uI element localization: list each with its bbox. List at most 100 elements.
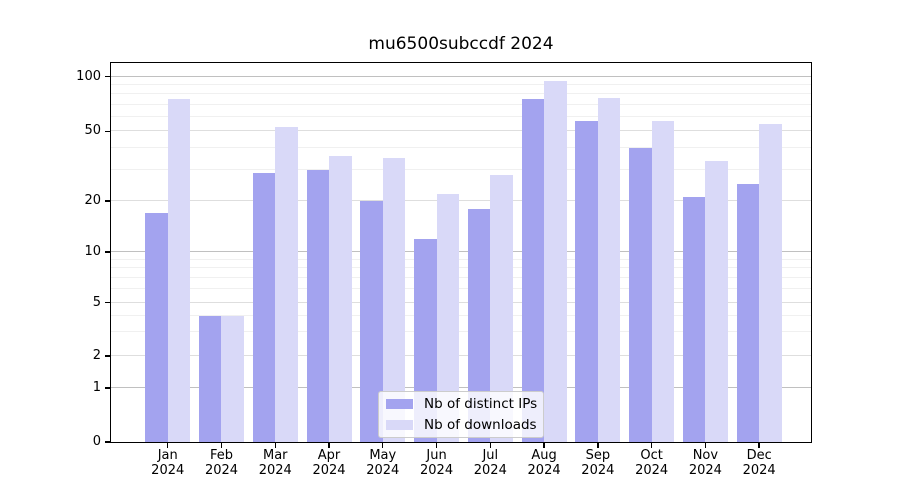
x-tick-mark [274, 443, 276, 449]
gridline-minor [111, 314, 811, 316]
x-tick-month: Dec [746, 448, 772, 463]
y-tick-mark [104, 301, 110, 304]
x-tick-year: 2024 [366, 463, 400, 478]
bar-distinct-ips [252, 172, 276, 442]
bar-downloads [705, 160, 728, 442]
x-tick-month: Aug [531, 448, 557, 463]
x-tick-mark [220, 443, 223, 449]
x-tick-label: Apr 2024 [297, 448, 361, 478]
x-tick-label: Oct 2024 [620, 448, 684, 478]
x-tick-mark [543, 443, 545, 449]
legend-label: Nb of downloads [424, 417, 537, 433]
y-tick-label: 20 [84, 193, 101, 209]
gridline-minor [111, 169, 811, 171]
y-tick-mark [104, 355, 110, 357]
y-tick-label: 50 [84, 123, 101, 139]
bar-distinct-ips [521, 99, 545, 442]
x-tick-month: Jul [482, 448, 499, 463]
y-tick-label: 0 [92, 434, 101, 449]
gridline-minor [111, 267, 811, 269]
gridline-minor [111, 331, 811, 333]
legend-swatch-distinct-ips [386, 399, 413, 409]
x-tick-mark [650, 443, 653, 449]
x-tick-year: 2024 [742, 463, 776, 478]
bar-distinct-ips [575, 120, 598, 442]
gridline-minor [111, 258, 811, 260]
x-tick-label: Mar 2024 [243, 448, 307, 478]
y-tick-mark [104, 441, 110, 443]
bar-downloads [436, 193, 460, 442]
x-tick-mark [597, 443, 599, 449]
x-tick-month: Sep [585, 448, 611, 463]
gridline-minor [111, 276, 811, 278]
x-tick-year: 2024 [204, 463, 239, 478]
gridline-minor [111, 103, 811, 105]
bar-downloads [759, 123, 782, 442]
bar-distinct-ips [360, 201, 383, 442]
bar-distinct-ips [467, 208, 491, 442]
bar-downloads [167, 99, 191, 442]
legend-label: Nb of distinct IPs [424, 396, 538, 412]
bar-distinct-ips [306, 170, 330, 442]
bar-downloads [597, 98, 621, 442]
legend-swatch-downloads [386, 420, 413, 430]
gridline-decade [111, 387, 811, 389]
x-tick-month: Apr [317, 448, 341, 463]
x-tick-label: Dec 2024 [727, 448, 791, 478]
x-tick-label: Aug 2024 [512, 448, 576, 478]
y-tick-mark [104, 200, 110, 202]
bar-downloads [651, 120, 675, 442]
bar-downloads [544, 80, 567, 442]
gridline-major [111, 130, 811, 132]
x-tick-label: Jun 2024 [405, 448, 469, 478]
gridline-major [111, 301, 811, 303]
x-tick-year: 2024 [473, 463, 507, 478]
x-tick-month: Jun [426, 448, 447, 463]
y-tick-mark [104, 130, 110, 132]
plot-area: 0 1 2 5 10 20 50 100 Jan 2024 Feb 2024 Mar 2024 Apr 202… [76, 62, 812, 478]
x-tick-label: Jul 2024 [458, 448, 522, 478]
x-tick-label: Feb 2024 [189, 448, 253, 478]
x-tick-year: 2024 [258, 463, 292, 478]
x-tick-year: 2024 [581, 463, 615, 478]
y-tick-label: 1 [92, 380, 101, 396]
bar-downloads [275, 126, 298, 442]
y-tick-mark [104, 251, 110, 253]
legend-item: Nb of downloads [386, 417, 537, 433]
y-tick-mark [104, 76, 110, 78]
x-tick-mark [328, 443, 330, 449]
bar-downloads [490, 175, 513, 442]
y-tick-label: 10 [84, 243, 101, 259]
bar-distinct-ips [736, 184, 760, 442]
gridline-minor [111, 288, 811, 290]
x-tick-month: May [369, 448, 397, 463]
x-tick-mark [435, 443, 438, 449]
x-tick-mark [489, 443, 491, 449]
gridline-minor [111, 147, 811, 149]
x-tick-mark [758, 443, 760, 449]
x-tick-year: 2024 [151, 463, 185, 478]
gridline-minor [111, 115, 811, 117]
x-tick-year: 2024 [420, 463, 454, 478]
y-tick-label: 2 [92, 348, 101, 364]
x-tick-month: Feb [209, 448, 233, 463]
x-tick-year: 2024 [635, 463, 669, 478]
x-tick-mark [382, 443, 384, 449]
x-tick-month: Oct [640, 448, 663, 463]
x-tick-mark [704, 443, 707, 449]
gridline-minor [111, 84, 811, 85]
x-tick-month: Jan [157, 448, 178, 463]
chart-title: mu6500subccdf 2024 [368, 34, 554, 54]
x-tick-year: 2024 [688, 463, 722, 478]
y-tick-label: 100 [76, 68, 101, 84]
legend: Nb of distinct IPs Nb of downloads [378, 391, 544, 438]
bar-downloads [221, 315, 244, 442]
bar-distinct-ips [629, 148, 652, 442]
bar-downloads [329, 156, 352, 442]
x-tick-month: Nov [692, 448, 719, 463]
x-tick-month: Mar [262, 448, 288, 463]
x-tick-mark [167, 443, 169, 449]
bar-downloads [382, 158, 406, 442]
y-tick-mark [104, 387, 110, 389]
bar-distinct-ips [198, 315, 222, 442]
